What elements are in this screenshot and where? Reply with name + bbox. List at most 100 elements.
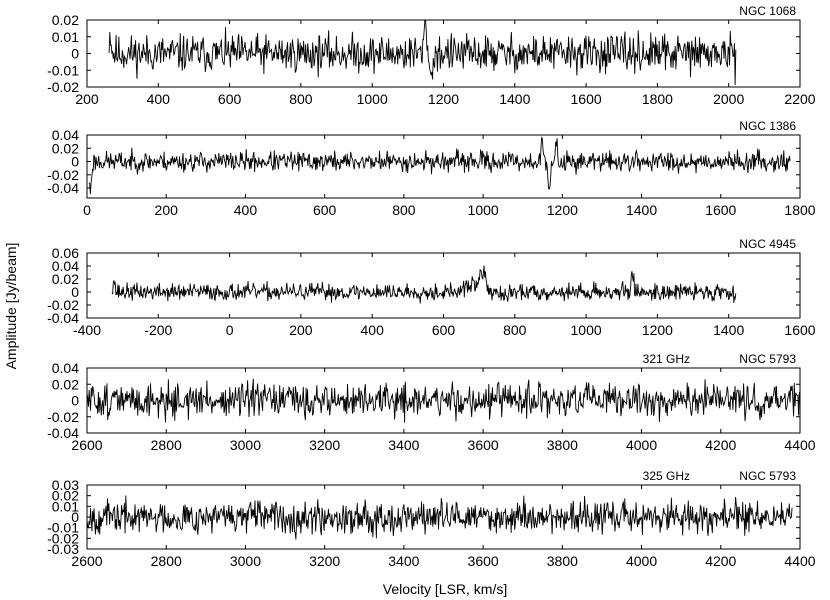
y-tick-label: 0.02 bbox=[52, 488, 79, 504]
panel-label: 325 GHz bbox=[643, 469, 690, 483]
x-tick-label: 3200 bbox=[309, 553, 340, 569]
x-tick-label: 600 bbox=[313, 202, 337, 218]
x-tick-label: 3800 bbox=[547, 437, 578, 453]
y-tick-label: 0.02 bbox=[52, 271, 79, 287]
x-tick-label: 400 bbox=[234, 202, 258, 218]
x-tick-label: 4400 bbox=[784, 553, 815, 569]
x-tick-label: 3600 bbox=[468, 437, 499, 453]
y-tick-label: 0 bbox=[71, 509, 79, 525]
x-tick-label: 4400 bbox=[784, 437, 815, 453]
spectrum-line bbox=[86, 378, 801, 423]
x-tick-label: -200 bbox=[144, 322, 172, 338]
x-tick-label: 3200 bbox=[309, 437, 340, 453]
x-tick-label: 800 bbox=[289, 91, 313, 107]
y-tick-label: 0.06 bbox=[52, 245, 79, 261]
y-tick-label: -0.02 bbox=[47, 79, 79, 95]
y-tick-label: -0.02 bbox=[47, 409, 79, 425]
x-tick-label: 600 bbox=[432, 322, 456, 338]
y-tick-label: -0.04 bbox=[47, 425, 79, 441]
x-tick-label: 1600 bbox=[571, 91, 602, 107]
x-tick-label: 1800 bbox=[642, 91, 673, 107]
y-tick-label: 0 bbox=[71, 154, 79, 170]
x-tick-label: 1000 bbox=[571, 322, 602, 338]
y-tick-label: 0.03 bbox=[52, 477, 79, 493]
x-tick-label: 1200 bbox=[642, 322, 673, 338]
spectrum-line bbox=[108, 19, 737, 85]
x-tick-label: 2800 bbox=[151, 437, 182, 453]
x-tick-label: 3800 bbox=[547, 553, 578, 569]
spectrum-line bbox=[86, 495, 793, 540]
x-tick-label: 3400 bbox=[388, 437, 419, 453]
x-tick-label: 3000 bbox=[230, 437, 261, 453]
x-tick-label: 1400 bbox=[713, 322, 744, 338]
y-tick-label: 0.01 bbox=[52, 498, 79, 514]
x-tick-label: 1400 bbox=[499, 91, 530, 107]
x-tick-label: 1800 bbox=[784, 202, 815, 218]
x-tick-label: 1000 bbox=[468, 202, 499, 218]
y-tick-label: -0.04 bbox=[47, 310, 79, 326]
y-tick-label: -0.02 bbox=[47, 530, 79, 546]
x-tick-label: 800 bbox=[392, 202, 416, 218]
panel-label: 321 GHz bbox=[643, 352, 690, 366]
x-tick-label: 800 bbox=[503, 322, 527, 338]
x-tick-label: 2600 bbox=[71, 437, 102, 453]
panel-2: 0 200 400 600 800 1000 1200 1400 1600 1800 -0.04-0… bbox=[47, 119, 816, 218]
x-tick-label: 4000 bbox=[626, 437, 657, 453]
panel-label: NGC 1386 bbox=[739, 119, 796, 133]
y-tick-label: -0.02 bbox=[47, 297, 79, 313]
y-tick-label: -0.01 bbox=[47, 62, 79, 78]
x-tick-label: 2800 bbox=[151, 553, 182, 569]
y-tick-label: 0.04 bbox=[52, 127, 79, 143]
panel-4: 2600 2800 3000 3200 3400 3600 3800 4000 4200 4400… bbox=[47, 352, 816, 453]
x-tick-label: 3600 bbox=[468, 553, 499, 569]
panel-label: NGC 5793 bbox=[739, 352, 796, 366]
panel-stack: 200 400 600 800 1000 1200 1400 1600 1800 2000 2200… bbox=[47, 4, 816, 569]
y-tick-label: 0 bbox=[71, 46, 79, 62]
x-tick-label: 600 bbox=[218, 91, 242, 107]
x-axis-label: Velocity [LSR, km/s] bbox=[383, 581, 507, 597]
x-tick-label: 0 bbox=[226, 322, 234, 338]
x-tick-label: 1000 bbox=[357, 91, 388, 107]
y-tick-label: 0.02 bbox=[52, 140, 79, 156]
x-tick-label: 400 bbox=[361, 322, 385, 338]
y-tick-label: 0 bbox=[71, 393, 79, 409]
x-tick-label: 2000 bbox=[713, 91, 744, 107]
y-tick-label: 0.02 bbox=[52, 376, 79, 392]
y-tick-label: 0.04 bbox=[52, 258, 79, 274]
y-tick-label: -0.04 bbox=[47, 180, 79, 196]
x-tick-label: 200 bbox=[289, 322, 313, 338]
x-tick-label: 3000 bbox=[230, 553, 261, 569]
x-tick-label: 2600 bbox=[71, 553, 102, 569]
x-tick-label: 3400 bbox=[388, 553, 419, 569]
panel-label: NGC 1068 bbox=[739, 4, 796, 18]
x-tick-label: 0 bbox=[83, 202, 91, 218]
y-tick-label: 0 bbox=[71, 284, 79, 300]
y-axis-label: Amplitude [Jy/beam] bbox=[3, 243, 19, 370]
y-tick-label: 0.01 bbox=[52, 29, 79, 45]
x-tick-label: 4200 bbox=[705, 553, 736, 569]
spectrum-line bbox=[88, 136, 791, 195]
panel-label: NGC 4945 bbox=[739, 237, 796, 251]
y-tick-label: -0.01 bbox=[47, 520, 79, 536]
x-tick-label: 1600 bbox=[784, 322, 815, 338]
panel-1: 200 400 600 800 1000 1200 1400 1600 1800 2000 2200… bbox=[47, 4, 816, 107]
x-tick-label: 400 bbox=[147, 91, 171, 107]
x-tick-label: 1600 bbox=[705, 202, 736, 218]
y-tick-label: -0.02 bbox=[47, 167, 79, 183]
y-tick-label: -0.03 bbox=[47, 541, 79, 557]
spectrum-line bbox=[111, 265, 737, 304]
x-tick-label: 200 bbox=[75, 91, 99, 107]
y-tick-label: 0.02 bbox=[52, 12, 79, 28]
x-tick-label: 200 bbox=[155, 202, 179, 218]
x-tick-label: 1200 bbox=[428, 91, 459, 107]
x-tick-label: 2200 bbox=[784, 91, 815, 107]
plot-frame bbox=[86, 134, 801, 199]
panel-5: 2600 2800 3000 3200 3400 3600 3800 4000 4200 4400… bbox=[47, 469, 816, 569]
y-tick-label: 0.04 bbox=[52, 360, 79, 376]
panel-label: NGC 5793 bbox=[739, 469, 796, 483]
x-tick-label: 4000 bbox=[626, 553, 657, 569]
panel-3: -400 -200 0 200 400 600 800 1000 1200 1400 1600 -0.… bbox=[47, 237, 816, 338]
x-tick-label: 4200 bbox=[705, 437, 736, 453]
x-tick-label: -400 bbox=[73, 322, 101, 338]
